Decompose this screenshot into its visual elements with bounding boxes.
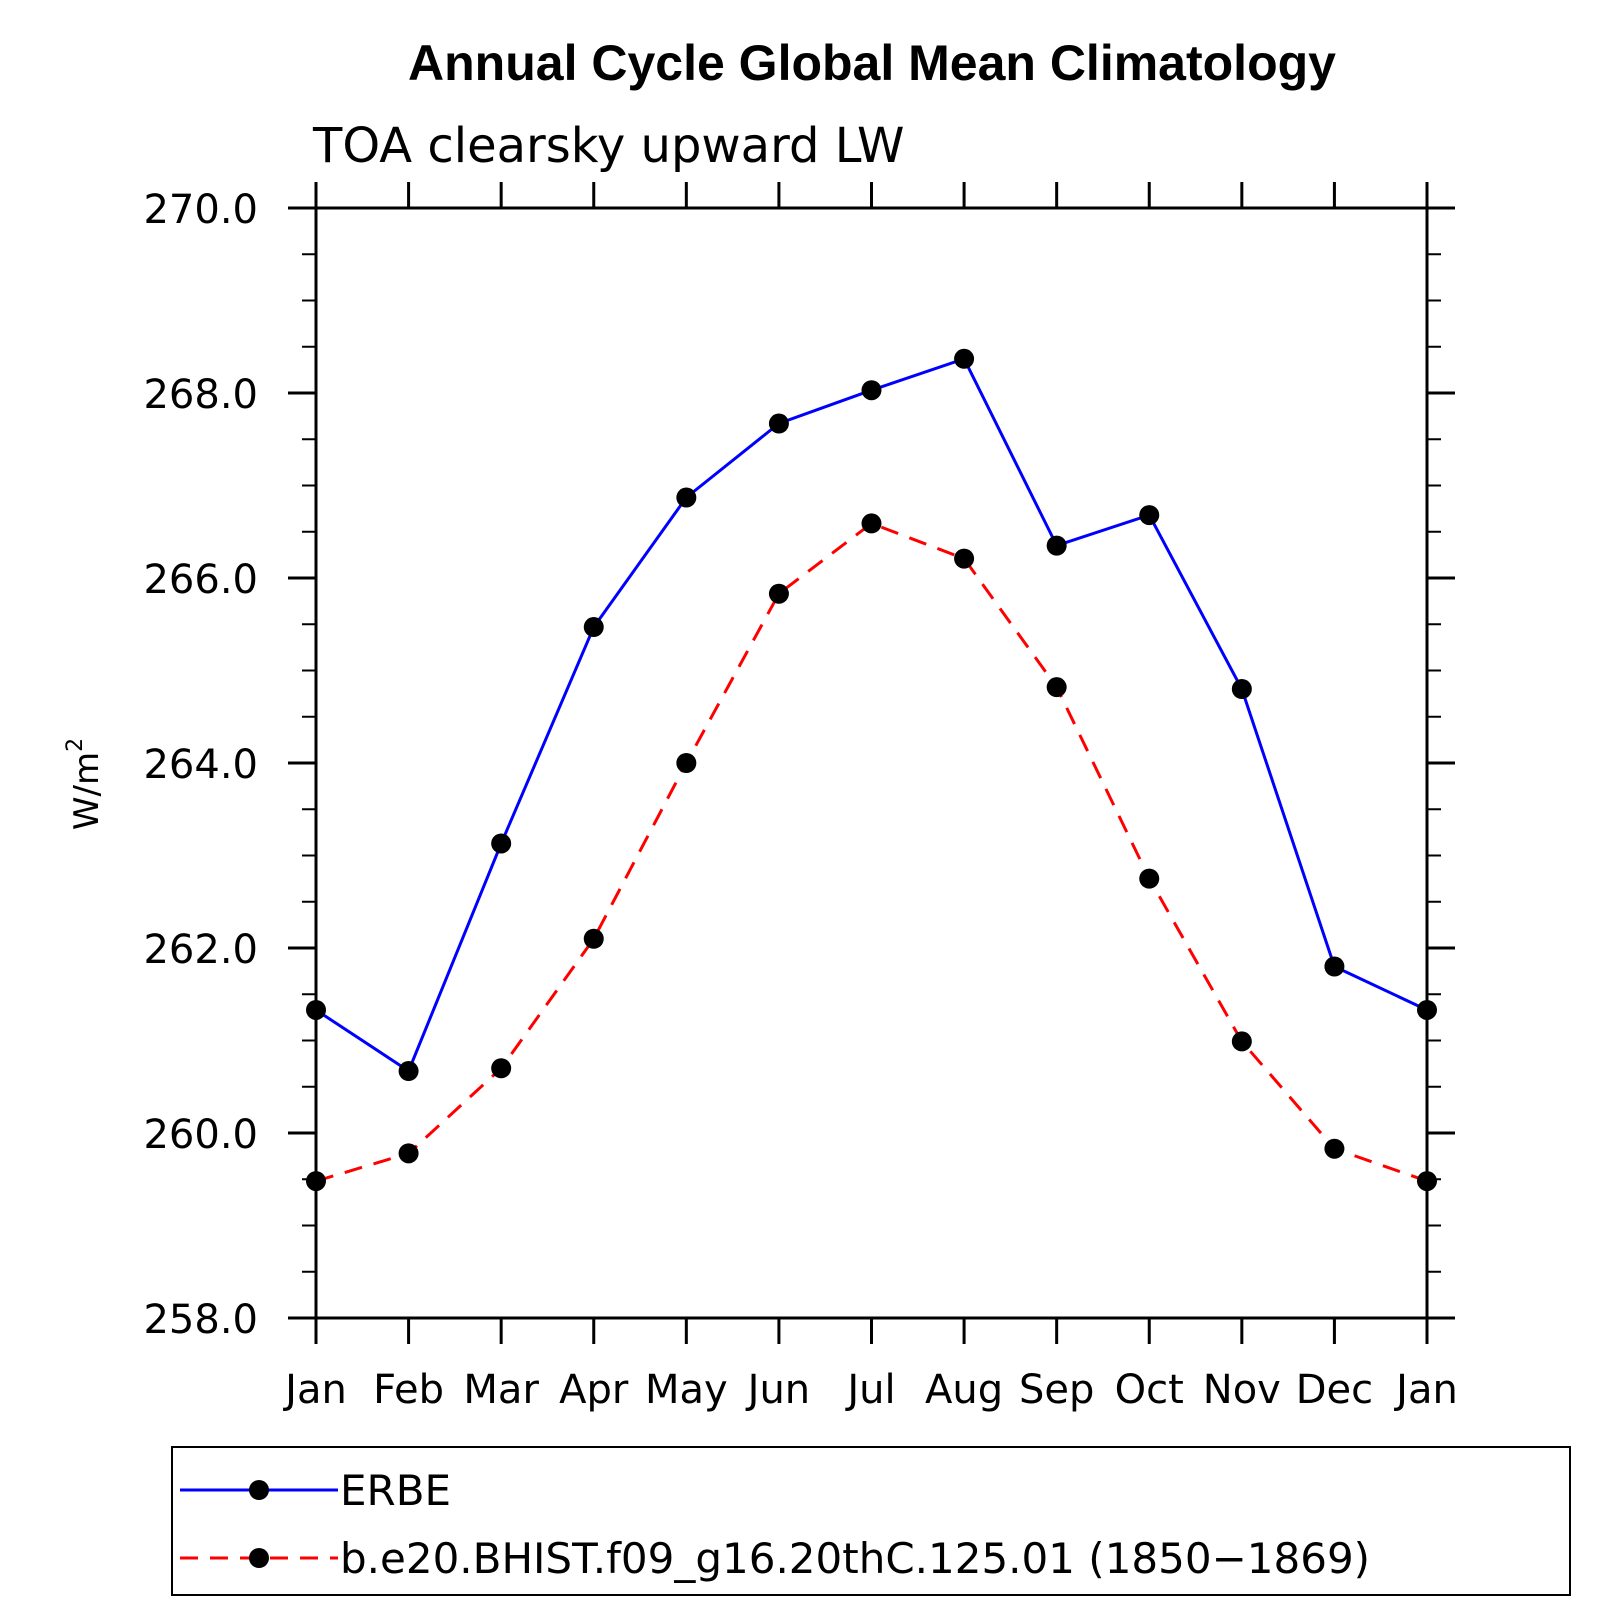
legend-box (171, 1446, 1571, 1596)
series-line-1 (315, 521, 1428, 1183)
series-0-point (1139, 505, 1160, 526)
plot-axes: Jan Feb Mar Apr May Jun Jul Aug Sep Oct Nov Dec Jan 2… (143, 182, 1458, 1413)
svg-text:W/m2: W/m2 (63, 738, 107, 830)
x-tick-label: Mar (463, 1367, 539, 1413)
series-0-point (954, 348, 975, 369)
y-axis-label-superscript: 2 (63, 738, 88, 752)
legend-marker-erbe (249, 1480, 269, 1500)
series-1-point (768, 583, 789, 604)
x-tick-label: Jul (844, 1367, 895, 1413)
series-line-0 (315, 356, 1428, 1074)
series-1-point (1231, 1031, 1252, 1052)
legend: ERBE b.e20.BHIST.f09_g16.20thC.125.01 (1… (171, 1446, 1571, 1596)
series-0-point (1231, 679, 1252, 699)
series-1-point (306, 1171, 326, 1192)
series-1-point (491, 1058, 512, 1079)
series-0-point (398, 1061, 419, 1082)
series-1-point (1417, 1171, 1437, 1192)
plot-frame (314, 206, 1429, 1320)
series-0-point (1417, 999, 1437, 1020)
x-tick-label: Aug (925, 1367, 1003, 1413)
series-0-point (1046, 535, 1067, 556)
y-tick-label: 268.0 (143, 372, 258, 418)
y-tick-label: 260.0 (143, 1112, 258, 1158)
series-1-point (676, 753, 697, 773)
y-axis-label-text: W/m (67, 752, 107, 830)
legend-label-erbe: ERBE (340, 1466, 451, 1515)
legend-marker-model (249, 1548, 269, 1568)
x-tick-label: Feb (373, 1367, 444, 1413)
series-layer (306, 348, 1437, 1192)
x-tick-label: Oct (1115, 1367, 1184, 1413)
x-tick-label: Sep (1019, 1367, 1094, 1413)
chart-subtitle: TOA clearsky upward LW (312, 118, 905, 174)
y-tick-label: 264.0 (143, 742, 258, 788)
series-0-point (583, 617, 604, 638)
x-tick-label: Apr (559, 1367, 629, 1413)
y-axis-label: W/m2 (63, 738, 107, 830)
series-1-point (1324, 1138, 1345, 1159)
series-0-point (676, 487, 697, 508)
series-1-point (1046, 677, 1067, 698)
y-tick-label: 270.0 (143, 187, 258, 233)
series-0-point (1324, 956, 1345, 977)
series-0-point (861, 380, 882, 401)
series-1-point (398, 1143, 419, 1164)
series-1-point (1139, 868, 1160, 889)
chart-title: Annual Cycle Global Mean Climatology (408, 35, 1336, 91)
legend-label-model: b.e20.BHIST.f09_g16.20thC.125.01 (1850−1… (340, 1534, 1370, 1583)
series-1-point (861, 513, 882, 534)
y-tick-label: 258.0 (143, 1297, 258, 1343)
series-0-point (306, 999, 326, 1020)
x-tick-label: Nov (1203, 1367, 1281, 1413)
x-tick-label: Jan (282, 1367, 347, 1413)
y-tick-label: 262.0 (143, 927, 258, 973)
series-1-point (954, 548, 975, 569)
x-tick-label: Jan (1393, 1367, 1458, 1413)
series-0-point (491, 833, 512, 854)
y-tick-label: 266.0 (143, 557, 258, 603)
series-0-point (768, 413, 789, 434)
x-tick-label: Dec (1296, 1367, 1373, 1413)
x-tick-label: May (645, 1367, 728, 1413)
series-1-point (583, 928, 604, 949)
x-tick-label: Jun (745, 1367, 811, 1413)
